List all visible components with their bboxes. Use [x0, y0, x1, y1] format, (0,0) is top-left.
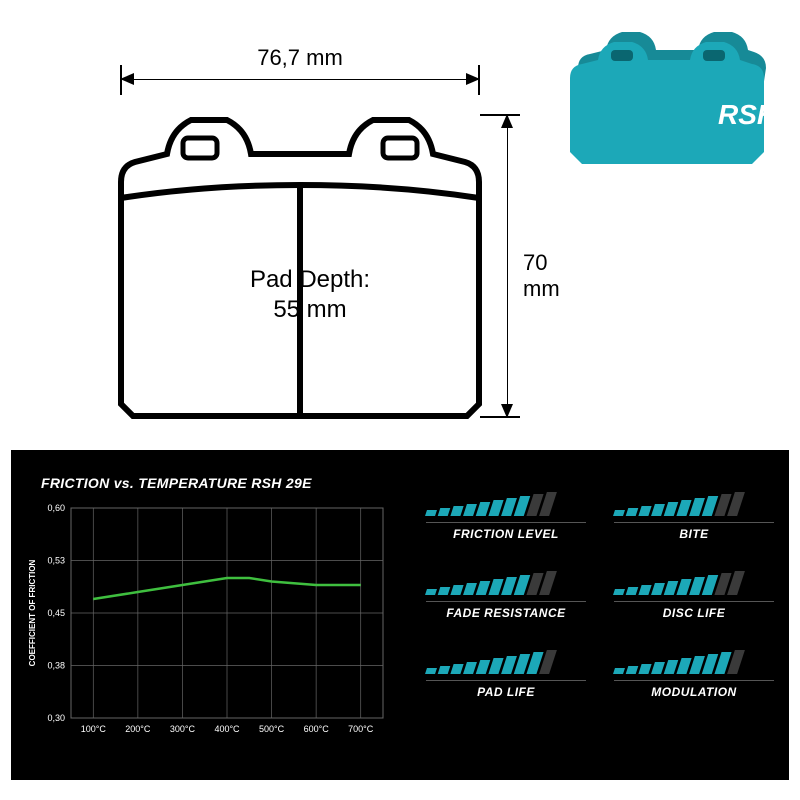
- ratings-grid: FRICTION LEVEL BITE FADE RESISTANCE DISC LI…: [426, 490, 781, 727]
- rating-bars: [426, 569, 586, 595]
- svg-text:0,38: 0,38: [47, 661, 65, 671]
- rating-bar: [438, 587, 451, 595]
- rating-label: FADE RESISTANCE: [426, 601, 586, 620]
- rating-bar: [626, 666, 639, 674]
- rating-bar: [638, 585, 651, 595]
- product-photo: RSH: [570, 20, 775, 170]
- pad-depth-label: Pad Depth: 55 mm: [225, 265, 395, 325]
- rating-modulation: MODULATION: [614, 648, 774, 699]
- rating-bar: [450, 664, 463, 674]
- rating-label: PAD LIFE: [426, 680, 586, 699]
- svg-text:400°C: 400°C: [214, 724, 240, 734]
- rating-friction-level: FRICTION LEVEL: [426, 490, 586, 541]
- chart-title: FRICTION vs. TEMPERATURE RSH 29E: [41, 475, 312, 491]
- svg-text:0,60: 0,60: [47, 503, 65, 513]
- rating-bar: [638, 664, 651, 674]
- svg-text:0,53: 0,53: [47, 556, 65, 566]
- rating-label: MODULATION: [614, 680, 774, 699]
- rating-label: BITE: [614, 522, 774, 541]
- width-dimension-line: [121, 79, 479, 80]
- rating-fade-resistance: FADE RESISTANCE: [426, 569, 586, 620]
- ext-line: [480, 114, 520, 116]
- rating-label: FRICTION LEVEL: [426, 522, 586, 541]
- svg-text:COEFFICIENT OF FRICTION: COEFFICIENT OF FRICTION: [28, 559, 37, 666]
- svg-text:500°C: 500°C: [259, 724, 285, 734]
- rating-bars: [426, 490, 586, 516]
- depth-line2: 55 mm: [273, 296, 346, 323]
- rating-bar: [425, 668, 437, 674]
- svg-text:0,45: 0,45: [47, 608, 65, 618]
- svg-text:200°C: 200°C: [125, 724, 151, 734]
- pad-dimension-diagram: 76,7 mm Pad Depth: 55 mm 70 mm: [55, 25, 485, 425]
- rating-disc-life: DISC LIFE: [614, 569, 774, 620]
- rating-bar: [613, 668, 625, 674]
- rating-bar: [438, 666, 451, 674]
- rating-pad-life: PAD LIFE: [426, 648, 586, 699]
- depth-line1: Pad Depth:: [250, 266, 370, 293]
- rating-bar: [651, 662, 665, 674]
- performance-panel: FRICTION vs. TEMPERATURE RSH 29E 0,60 0,5…: [11, 450, 789, 780]
- rating-bars: [614, 490, 774, 516]
- svg-text:600°C: 600°C: [304, 724, 330, 734]
- rating-bite: BITE: [614, 490, 774, 541]
- rating-bar: [613, 589, 625, 595]
- svg-text:100°C: 100°C: [81, 724, 107, 734]
- rating-bar: [425, 510, 437, 516]
- height-dimension-line: [507, 115, 508, 417]
- svg-text:300°C: 300°C: [170, 724, 196, 734]
- rating-bar: [425, 589, 437, 595]
- rating-label: DISC LIFE: [614, 601, 774, 620]
- rating-bar: [651, 504, 665, 516]
- ext-line: [480, 416, 520, 418]
- rating-bar: [438, 508, 451, 516]
- friction-chart: 0,60 0,53 0,45 0,38 0,30 100°C 200°C 300°C 400°C…: [23, 498, 403, 758]
- brand-text: RSH: [718, 99, 775, 130]
- rating-bars: [426, 648, 586, 674]
- rating-bar: [626, 587, 639, 595]
- rating-bar: [613, 510, 625, 516]
- rating-bar: [463, 662, 477, 674]
- rating-bars: [614, 648, 774, 674]
- rating-bar: [463, 583, 477, 595]
- rating-bar: [651, 583, 665, 595]
- rating-bar: [463, 504, 477, 516]
- rating-bar: [450, 585, 463, 595]
- svg-text:0,30: 0,30: [47, 713, 65, 723]
- width-dimension-label: 76,7 mm: [150, 45, 450, 71]
- rating-bar: [626, 508, 639, 516]
- dimension-diagram-section: 76,7 mm Pad Depth: 55 mm 70 mm: [0, 0, 800, 435]
- rating-bar: [638, 506, 651, 516]
- rating-bars: [614, 569, 774, 595]
- svg-text:700°C: 700°C: [348, 724, 374, 734]
- rating-bar: [450, 506, 463, 516]
- height-dimension-label: 70 mm: [523, 250, 560, 302]
